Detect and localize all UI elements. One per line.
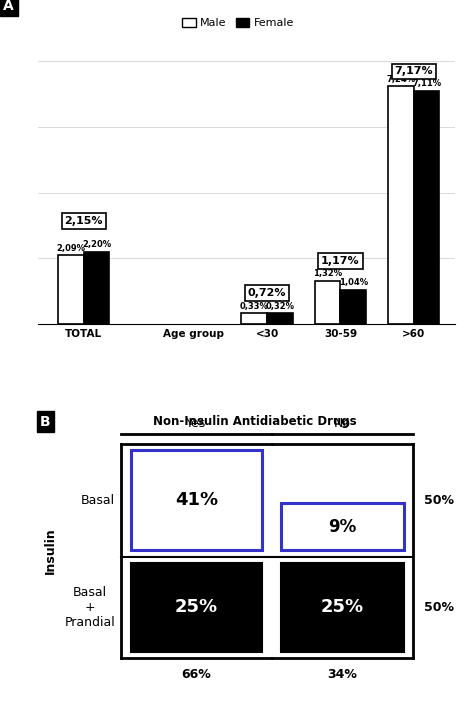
Text: 34%: 34% — [328, 667, 357, 681]
Text: 2,20%: 2,20% — [82, 240, 111, 250]
Text: 50%: 50% — [424, 494, 454, 507]
Text: 66%: 66% — [182, 667, 211, 681]
Bar — [130, 451, 262, 550]
Bar — [281, 563, 404, 652]
Text: A: A — [3, 0, 14, 13]
Bar — [84, 252, 109, 324]
Text: 1,17%: 1,17% — [321, 256, 360, 266]
Bar — [130, 563, 262, 652]
Text: 7,17%: 7,17% — [394, 66, 433, 76]
Bar — [340, 289, 366, 324]
Text: 7,24%: 7,24% — [386, 75, 416, 84]
Text: B: B — [40, 414, 51, 429]
Text: 0,72%: 0,72% — [248, 288, 286, 298]
Text: 2,15%: 2,15% — [64, 216, 103, 226]
Text: No: No — [334, 417, 351, 430]
Text: 25%: 25% — [175, 598, 218, 616]
Bar — [241, 313, 267, 324]
Bar — [267, 313, 293, 324]
Bar — [58, 255, 84, 324]
Bar — [414, 91, 439, 324]
Bar — [281, 503, 404, 550]
Text: 0,32%: 0,32% — [265, 302, 294, 311]
Text: 1,32%: 1,32% — [313, 270, 342, 278]
Legend: Male, Female: Male, Female — [178, 14, 298, 33]
Text: Non-Insulin Antidiabetic Drugs: Non-Insulin Antidiabetic Drugs — [153, 414, 356, 428]
Bar — [388, 86, 414, 324]
Text: 41%: 41% — [175, 491, 218, 509]
Text: 9%: 9% — [328, 518, 356, 535]
Text: 7,11%: 7,11% — [412, 79, 441, 88]
Text: 0,33%: 0,33% — [240, 302, 269, 311]
Text: Yes: Yes — [186, 417, 207, 430]
Text: Basal: Basal — [81, 494, 115, 507]
Text: Insulin: Insulin — [44, 528, 57, 575]
Text: 50%: 50% — [424, 601, 454, 614]
Bar — [315, 280, 340, 324]
Text: 25%: 25% — [321, 598, 364, 616]
Text: 2,09%: 2,09% — [56, 244, 85, 253]
Text: 1,04%: 1,04% — [339, 279, 368, 287]
Text: Basal
+
Prandial: Basal + Prandial — [64, 586, 115, 629]
